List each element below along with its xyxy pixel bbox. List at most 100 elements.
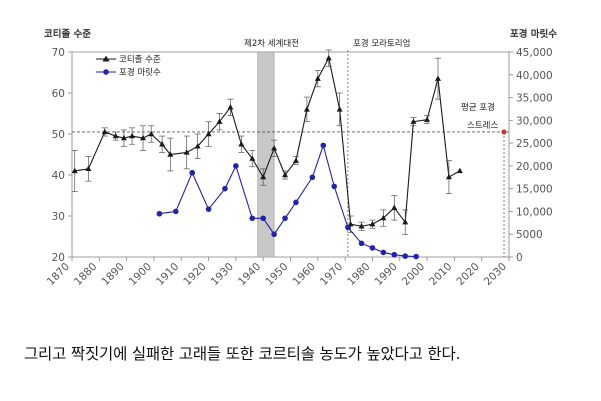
cortisol-point	[424, 116, 431, 122]
cortisol-point	[216, 118, 223, 124]
x-tick-label: 1910	[154, 261, 181, 288]
stress-annotation-line2: 스트레스	[467, 121, 498, 131]
wwii-annotation: 제2차 세계대전	[244, 38, 299, 49]
x-tick-label: 1970	[318, 261, 345, 288]
series-layer	[71, 49, 463, 260]
x-axis: 1870 1880 1890 1900 1910 1920 1930 1940 1950 1960…	[45, 257, 510, 288]
stress-marker	[501, 129, 507, 135]
whaling-point	[293, 199, 299, 206]
cortisol-point	[325, 54, 332, 61]
y-left-tick-label: 70	[52, 47, 65, 59]
legend-cortisol-label: 코티졸 수준	[119, 55, 161, 65]
x-tick-label: 1930	[209, 261, 236, 288]
cortisol-point	[71, 167, 78, 174]
cortisol-point	[456, 167, 463, 174]
cortisol-point	[358, 223, 365, 229]
caption-text: 그리고 짝짓기에 실패한 고래들 또한 코르티솔 농도가 높았다고 한다.	[24, 345, 461, 363]
y-axis-left: 20 30 40 50 60 70	[52, 47, 72, 264]
whaling-line	[159, 143, 417, 258]
y-right-tick-label: 20,000	[516, 161, 553, 173]
whaling-point	[222, 185, 228, 192]
cortisol-point	[227, 104, 234, 110]
cortisol-point	[410, 118, 417, 124]
cortisol-point	[140, 134, 147, 141]
cortisol-point	[183, 149, 190, 155]
y-right-tick-label: 25,000	[516, 138, 553, 150]
y-right-tick-label: 35,000	[516, 93, 553, 105]
cortisol-point	[120, 134, 127, 141]
legend: 코티졸 수준 포경 마릿수	[96, 55, 161, 78]
whaling-point	[205, 206, 212, 212]
y-left-tick-label: 30	[52, 211, 65, 223]
x-tick-label: 2020	[454, 261, 481, 288]
whaling-point	[391, 251, 398, 258]
whaling-point	[345, 224, 351, 231]
y-left-tick-label: 60	[52, 88, 65, 100]
whaling-point	[369, 245, 376, 251]
whaling-point	[331, 183, 338, 190]
whaling-point	[380, 249, 387, 256]
cortisol-point	[260, 173, 267, 180]
whaling-point	[413, 253, 419, 260]
cortisol-point	[380, 214, 387, 221]
dual-axis-line-chart: 1870 1880 1890 1900 1910 1920 1930 1940 1950 1960…	[44, 28, 557, 288]
stress-annotation-line1: 평균 포경	[461, 102, 495, 113]
cortisol-point	[129, 132, 136, 139]
y-axis-right: 0 5000 10,000 15,000 20,000 25,000 30,000 35,00…	[509, 47, 553, 264]
y-left-tick-label: 40	[52, 170, 65, 182]
whaling-point	[249, 215, 256, 222]
cortisol-point	[271, 145, 278, 151]
whaling-point	[233, 163, 239, 169]
x-tick-label: 1940	[236, 261, 263, 288]
cortisol-point	[314, 75, 321, 81]
cortisol-point	[112, 132, 119, 139]
legend-whaling-label: 포경 마릿수	[119, 67, 161, 78]
x-tick-label: 1870	[45, 261, 72, 288]
whaling-point	[172, 208, 179, 215]
x-tick-label: 1900	[127, 261, 154, 288]
cortisol-point	[205, 130, 212, 137]
cortisol-point	[445, 173, 452, 180]
y-right-tick-label: 40,000	[516, 70, 553, 82]
cortisol-point	[292, 157, 299, 163]
cortisol-point	[402, 218, 409, 225]
x-tick-label: 1920	[181, 261, 208, 288]
y-left-axis-label: 코티졸 수준	[44, 28, 91, 40]
y-right-tick-label: 0	[516, 252, 523, 264]
whaling-point	[282, 215, 288, 222]
legend-cortisol-marker	[102, 55, 110, 62]
whaling-point	[189, 169, 195, 176]
whaling-point	[402, 253, 409, 259]
x-tick-label: 1880	[72, 261, 99, 288]
whaling-point	[320, 142, 327, 149]
cortisol-point	[85, 165, 92, 172]
y-right-tick-label: 5000	[516, 229, 543, 241]
legend-whaling-marker	[103, 69, 109, 75]
x-tick-label: 1990	[372, 261, 399, 288]
x-tick-label: 1950	[263, 261, 290, 288]
whaling-point	[271, 231, 277, 238]
whaling-point	[309, 174, 316, 181]
x-tick-label: 2010	[427, 261, 454, 288]
cortisol-point	[434, 75, 441, 81]
cortisol-point	[194, 143, 201, 149]
cortisol-point	[336, 106, 343, 112]
x-tick-label: 1960	[291, 261, 318, 288]
y-right-axis-label: 포경 마릿수	[510, 28, 557, 40]
cortisol-line	[74, 56, 461, 227]
plot-frame	[71, 51, 510, 258]
cortisol-point	[391, 204, 398, 210]
cortisol-point	[303, 106, 310, 112]
x-tick-label: 1890	[99, 261, 126, 288]
cortisol-point	[238, 141, 245, 147]
moratorium-annotation: 포경 모라토리엄	[353, 38, 410, 49]
y-right-tick-label: 15,000	[516, 184, 553, 196]
x-tick-label: 2000	[400, 261, 427, 288]
y-right-tick-label: 45,000	[516, 47, 553, 59]
cortisol-point	[249, 155, 256, 161]
whaling-point	[156, 210, 163, 217]
y-left-tick-label: 50	[52, 129, 65, 141]
cortisol-point	[282, 171, 289, 178]
mean-stress-line-layer	[72, 50, 509, 257]
whaling-point	[358, 240, 365, 247]
